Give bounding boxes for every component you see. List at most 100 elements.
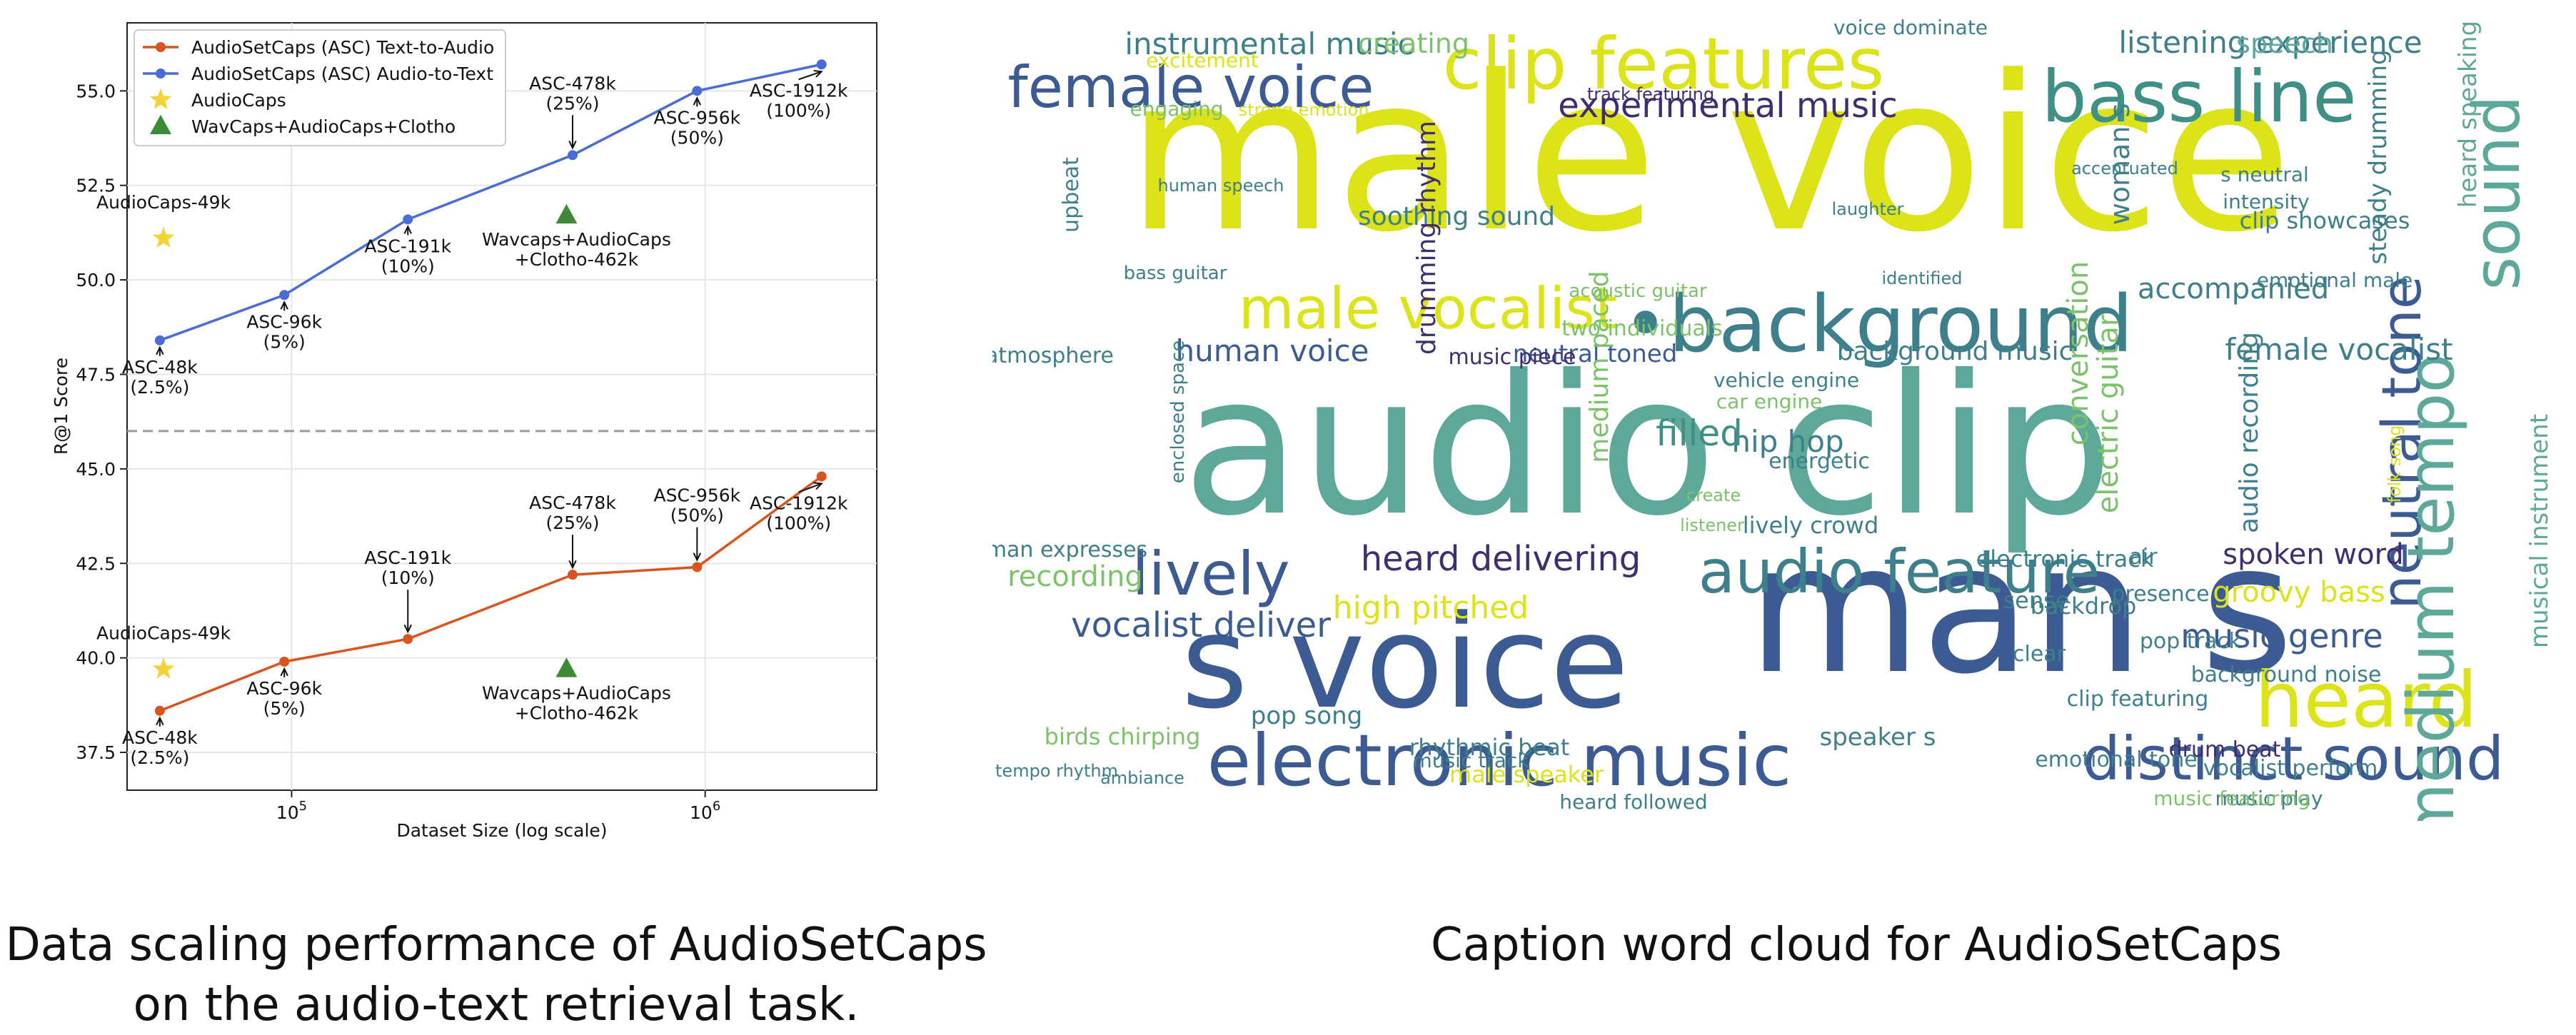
point-label: ASC-956k — [654, 485, 741, 506]
cloud-word: audio recording — [2235, 332, 2264, 533]
cloud-word: creating — [1358, 28, 1469, 59]
x-axis-ticks: 105 106 — [276, 790, 720, 823]
point-label: ASC-478k — [529, 73, 616, 94]
data-point — [403, 634, 413, 645]
cloud-word: experimental music — [1558, 86, 1898, 126]
cloud-word: lively crowd — [1743, 512, 1879, 539]
arrow-head — [156, 716, 164, 726]
cloud-word: audio clip — [1182, 333, 2113, 558]
cloud-word: heard — [2255, 656, 2477, 745]
cloud-word: music genre — [2180, 617, 2383, 655]
point-label: ASC-1912k — [750, 493, 848, 513]
cloud-word: •background — [1622, 278, 2133, 370]
point-label: +Clotho-462k — [515, 249, 639, 270]
plot-area-frame — [126, 22, 877, 791]
cloud-word: rhythmic beat — [1409, 734, 1570, 761]
point-label: (5%) — [263, 331, 306, 352]
cloud-word: speech — [2236, 28, 2333, 59]
data-point — [567, 570, 578, 580]
point-label: ASC-1912k — [750, 80, 848, 101]
cloud-word: music track — [1413, 749, 1530, 772]
cloud-word: neutral tone — [2370, 276, 2433, 609]
left-caption-line1: Data scaling performance of AudioSetCaps — [5, 919, 987, 971]
cloud-word: car engine — [1716, 390, 1822, 413]
left-figure-caption: Data scaling performance of AudioSetCaps… — [0, 915, 992, 1035]
cloud-word: backdrop — [2031, 592, 2137, 620]
series-line — [159, 63, 822, 342]
y-axis-ticks: 37.5 40.0 42.5 45.0 47.5 50.0 52.5 55.0 — [76, 81, 127, 763]
arrow-head — [568, 560, 577, 570]
arrow-head — [280, 667, 288, 677]
cloud-word: clip features — [1443, 22, 1885, 106]
annotation-arrow — [798, 483, 822, 493]
legend-box — [134, 29, 506, 146]
arrow-head — [813, 69, 823, 78]
point-label: (100%) — [766, 100, 831, 121]
legend-swatch-marker — [150, 114, 171, 135]
arrow-head — [280, 300, 288, 310]
cloud-word: spoken word — [2223, 538, 2403, 571]
y-tick-label: 45.0 — [76, 459, 116, 480]
point-label: ASC-478k — [529, 493, 616, 513]
cloud-word: human voice — [1175, 333, 1369, 368]
point-label: ASC-191k — [364, 547, 451, 568]
point-label: ASC-48k — [122, 727, 198, 748]
cloud-word: identified — [1881, 268, 1962, 288]
cloud-word: strong emotion — [1239, 100, 1369, 120]
cloud-word: energetic — [1769, 449, 1870, 474]
cloud-word: woman s — [2104, 104, 2135, 226]
y-tick-label: 50.0 — [76, 270, 116, 291]
y-tick-label: 52.5 — [76, 176, 116, 196]
cloud-word: s neutral — [2220, 163, 2309, 186]
arrow-head — [693, 552, 702, 562]
point-label: (100%) — [766, 513, 831, 533]
arrow-head — [403, 225, 412, 234]
point-label: AudioCaps-49k — [96, 623, 231, 644]
legend-entry: AudioCaps — [191, 90, 286, 111]
legend-entry: WavCaps+AudioCaps+Clotho — [191, 116, 456, 137]
cloud-word: male vocalist — [1239, 276, 1618, 342]
point-label: (10%) — [381, 567, 435, 588]
cloud-word: instrumental music — [1125, 26, 1414, 61]
data-point — [692, 86, 703, 96]
data-point — [692, 562, 703, 572]
point-label: ASC-956k — [654, 107, 741, 128]
cloud-word: heard followed — [1559, 790, 1707, 814]
point-label: (25%) — [545, 513, 599, 533]
arrow-head — [693, 96, 702, 106]
point-label: ASC-48k — [122, 357, 198, 378]
cloud-word: acoustic guitar — [1569, 281, 1706, 302]
data-point — [154, 705, 165, 716]
series — [152, 59, 827, 716]
cloud-word: bass line — [2041, 55, 2356, 138]
cloud-word: filled — [1656, 413, 1743, 454]
cloud-word: background noise — [2191, 662, 2382, 687]
cloud-word: clip featuring — [2067, 687, 2209, 712]
cloud-word: atmosphere — [992, 343, 1114, 368]
cloud-word: heard speaking — [2454, 21, 2482, 208]
cloud-word: recording — [1007, 560, 1143, 593]
cloud-word: two individuals — [1561, 316, 1722, 341]
cloud-word: create — [1686, 485, 1741, 505]
cloud-word: sound — [2460, 95, 2535, 290]
cloud-word: pop song — [1251, 702, 1362, 730]
point-label: (25%) — [545, 93, 599, 113]
cloud-word: speaker s — [1820, 723, 1936, 752]
y-tick-label: 40.0 — [76, 648, 116, 669]
data-point — [555, 203, 578, 224]
data-point — [152, 657, 175, 679]
cloud-word: female voice — [1008, 54, 1374, 121]
right-figure-caption: Caption word cloud for AudioSetCaps — [1431, 919, 2282, 971]
cloud-word: clear — [2013, 642, 2066, 667]
cloud-word: female vocalist — [2225, 332, 2452, 367]
point-label: ASC-191k — [364, 236, 451, 256]
y-tick-label: 55.0 — [76, 81, 116, 101]
y-tick-label: 37.5 — [76, 742, 116, 763]
cloud-word: man s — [1748, 505, 2294, 713]
cloud-word: tempo rhythm — [995, 761, 1118, 781]
point-label: ASC-96k — [246, 678, 322, 699]
series-line — [159, 475, 822, 712]
cloud-word: steady drumming — [2364, 49, 2393, 264]
cloud-word: medium paced — [1585, 271, 1614, 463]
data-point — [154, 335, 165, 345]
